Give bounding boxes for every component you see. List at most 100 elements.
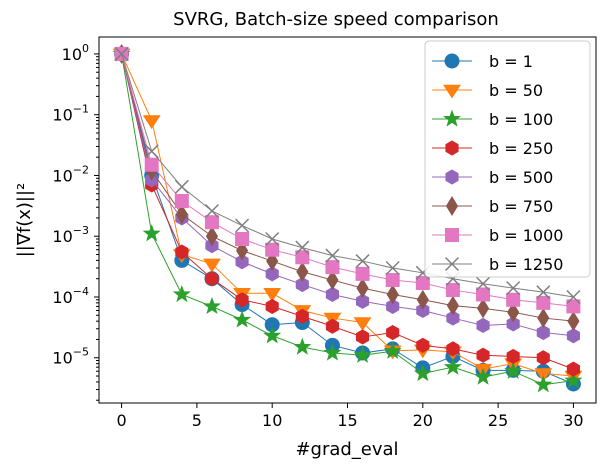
x-axis-title: #grad_eval: [295, 439, 398, 460]
data-point: [476, 347, 490, 363]
data-point: [325, 260, 340, 275]
data-point: [175, 204, 188, 225]
data-point: [114, 46, 129, 61]
legend-entry-4: b = 250: [432, 139, 553, 158]
data-point: [265, 242, 280, 257]
legend-entry-8: b = 1250: [432, 255, 563, 274]
data-point: [443, 357, 462, 375]
data-point: [355, 254, 370, 269]
y-axis-title: ||∇f(x)||²: [14, 183, 35, 258]
data-point: [506, 348, 520, 365]
data-point: [416, 337, 430, 353]
x-axis: 0 5 10 15 20 25 30: [116, 403, 584, 430]
data-point: [474, 367, 493, 385]
data-point: [203, 258, 221, 273]
data-point: [356, 278, 369, 299]
legend-marker: [443, 84, 461, 99]
data-point: [293, 337, 312, 355]
x-tick-label: 20: [413, 411, 433, 430]
data-point: [295, 308, 309, 324]
data-point: [202, 296, 221, 315]
x-tick-label: 0: [116, 411, 126, 430]
series-8: [114, 46, 581, 305]
data-point: [325, 248, 340, 263]
data-point: [413, 364, 432, 382]
data-point: [504, 361, 523, 379]
y-tick-label: 10−3: [52, 224, 89, 246]
data-point: [142, 115, 161, 130]
series-line: [121, 53, 574, 337]
legend-marker: [445, 140, 459, 156]
data-point: [383, 341, 402, 359]
data-point: [446, 295, 460, 316]
legend-marker: [442, 109, 462, 127]
data-point: [235, 240, 249, 261]
data-point: [295, 250, 310, 265]
data-point: [476, 298, 490, 319]
data-point: [175, 244, 189, 260]
x-tick-label: 10: [262, 411, 282, 430]
data-point: [355, 266, 370, 281]
data-point: [265, 266, 279, 282]
data-point: [204, 203, 219, 219]
legend: b = 1 b = 50 b = 100 b = 250 b = 500 b = 750 b…: [424, 40, 591, 278]
data-point: [566, 328, 580, 344]
data-point: [263, 326, 282, 344]
legend-frame: [424, 40, 591, 278]
series-line: [121, 53, 574, 385]
x-tick-label: 25: [488, 411, 508, 430]
data-point: [445, 283, 460, 298]
data-point: [204, 215, 219, 230]
legend-entry-2: b = 50: [432, 81, 543, 100]
data-point: [142, 224, 161, 242]
series-line: [121, 53, 574, 370]
legend-marker: [444, 256, 460, 272]
legend-marker: [444, 53, 460, 69]
data-point: [326, 270, 339, 291]
data-point: [295, 240, 310, 255]
legend-entry-3: b = 100: [432, 109, 553, 129]
data-point: [506, 316, 520, 332]
legend-label: b = 750: [489, 197, 553, 216]
legend-label: b = 1: [489, 52, 533, 71]
data-point: [323, 343, 342, 361]
legend-label: b = 1000: [489, 226, 563, 245]
data-point: [476, 287, 491, 302]
legend-marker: [445, 196, 459, 216]
y-tick-label: 10−2: [52, 163, 89, 185]
data-point: [386, 298, 400, 314]
data-point: [534, 368, 553, 383]
data-point: [567, 311, 580, 332]
data-point: [416, 289, 429, 310]
legend-entry-5: b = 500: [432, 168, 553, 187]
y-tick-label: 10−4: [52, 285, 89, 307]
chart-title: SVRG, Batch-size speed comparison: [173, 9, 499, 30]
data-point: [265, 231, 280, 247]
legend-marker: [445, 169, 459, 185]
series-line: [121, 53, 574, 307]
data-point: [446, 310, 460, 326]
data-point: [506, 281, 521, 296]
series-layer: [112, 43, 583, 393]
data-point: [476, 276, 491, 291]
data-point: [566, 361, 580, 377]
data-point: [174, 179, 189, 194]
x-tick-label: 5: [192, 411, 202, 430]
data-point: [386, 324, 400, 341]
data-point: [566, 289, 581, 305]
data-point: [235, 254, 249, 270]
data-point: [295, 277, 309, 293]
data-point: [564, 371, 583, 389]
series-line: [121, 53, 574, 298]
data-point: [325, 318, 339, 334]
y-tick-label: 10−5: [52, 346, 89, 368]
series-line: [121, 53, 574, 322]
data-point: [144, 157, 159, 172]
legend-label: b = 500: [489, 168, 553, 187]
data-point: [205, 226, 219, 247]
series-line: [121, 53, 574, 377]
legend-marker: [445, 228, 459, 242]
legend-entry-1: b = 1: [432, 52, 533, 71]
data-point: [233, 310, 252, 328]
legend-label: b = 50: [489, 81, 543, 100]
